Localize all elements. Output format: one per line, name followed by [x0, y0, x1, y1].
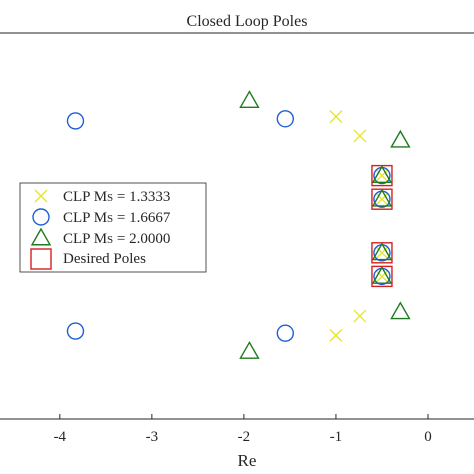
- legend-entry-4: Desired Poles: [63, 251, 146, 267]
- x-tick-label: -2: [238, 429, 251, 445]
- pole-marker-triangle: [239, 341, 260, 359]
- desired-pole-marker: [371, 242, 393, 264]
- legend-marker-square: [30, 248, 52, 270]
- pole-marker-circle: [276, 324, 295, 342]
- legend: CLP MS = 1.3333 CLP MS = 1.6667 CLP MS =…: [19, 182, 207, 273]
- desired-pole-marker: [371, 188, 393, 210]
- legend-marker-x: [34, 189, 48, 203]
- legend-desired-pole-marker: [30, 248, 52, 270]
- legend-pole-marker-x: [34, 189, 48, 203]
- legend-entry-2: CLP MS = 1.6667: [63, 210, 171, 226]
- pole-marker-triangle: [371, 165, 393, 184]
- pole-marker-x: [375, 169, 389, 183]
- legend-marker-triangle: [30, 227, 52, 246]
- pole-marker-triangle: [239, 90, 260, 109]
- legend-entry-3: CLP MS = 2.0000: [63, 231, 170, 247]
- legend-marker-circle: [32, 208, 50, 226]
- pole-marker-triangle: [371, 265, 393, 284]
- pole-marker-x: [329, 328, 343, 342]
- pole-marker-triangle: [371, 188, 393, 207]
- series-markers: [66, 90, 411, 359]
- pole-marker-x: [375, 269, 389, 283]
- pole-marker-x: [353, 129, 367, 143]
- pole-marker-circle: [276, 110, 295, 128]
- desired-pole-marker: [371, 164, 393, 187]
- pole-marker-triangle: [390, 129, 411, 148]
- chart-title: Closed Loop Poles: [187, 13, 308, 30]
- x-tick-label: -3: [146, 429, 159, 445]
- x-tick-label: 0: [424, 429, 432, 445]
- x-tick-label: -4: [54, 429, 67, 445]
- legend-pole-marker-triangle: [30, 227, 52, 246]
- pole-marker-x: [375, 192, 389, 206]
- pole-marker-triangle: [390, 301, 411, 320]
- x-axis-ticks: -4 -3 -2 -1 0: [54, 414, 432, 445]
- legend-entry-1: CLP MS = 1.3333: [63, 189, 170, 205]
- legend-box: [19, 182, 207, 273]
- pole-marker-x: [375, 246, 389, 260]
- pole-marker-circle: [66, 322, 85, 340]
- pole-marker-circle: [66, 112, 85, 130]
- x-tick-label: -1: [330, 429, 343, 445]
- x-axis-label: Re: [238, 451, 257, 470]
- pole-marker-triangle: [371, 242, 393, 261]
- pole-marker-x: [353, 309, 367, 323]
- pole-marker-x: [329, 110, 343, 124]
- desired-pole-marker: [371, 265, 393, 288]
- legend-pole-marker-circle: [32, 208, 50, 226]
